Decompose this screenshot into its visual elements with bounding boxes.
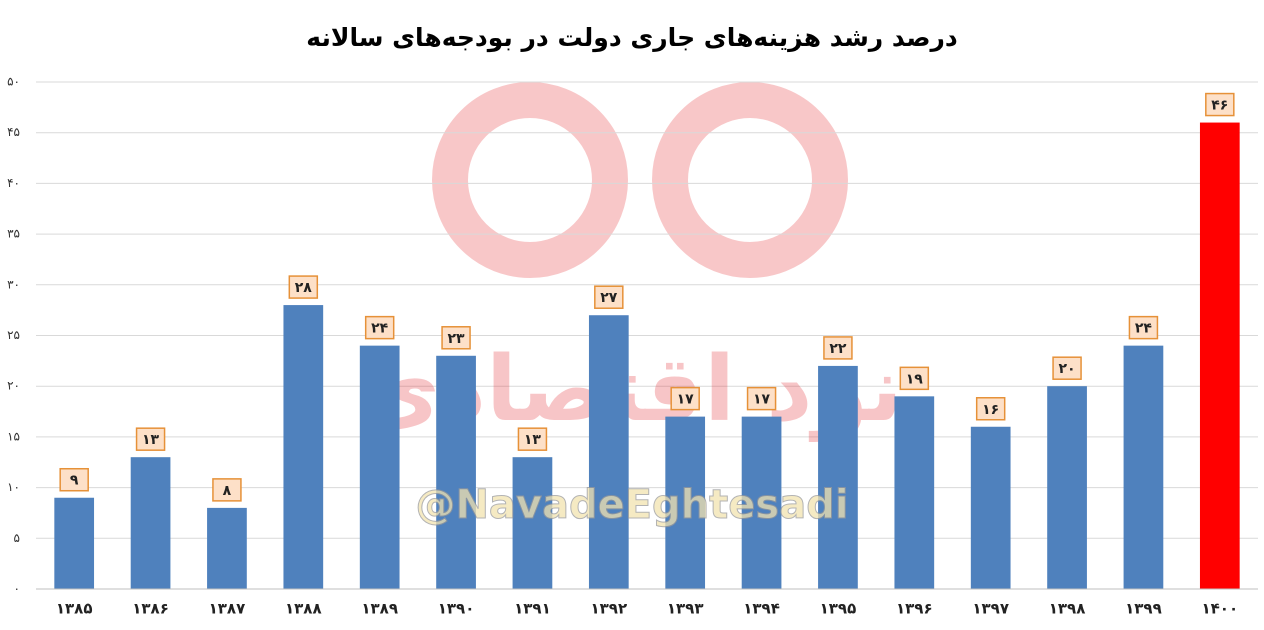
y-tick-label: ۴۰ [7,176,20,190]
value-label: ۱۹ [906,371,924,387]
watermark-logo [432,82,848,278]
x-tick-label: ۱۳۹۱ [514,600,551,618]
x-tick-label: ۱۳۹۷ [972,600,1009,618]
y-tick-label: ۰ [14,582,20,596]
value-label-box [594,285,624,309]
value-label: ۲۲ [829,341,847,357]
x-tick-label: ۱۳۸۶ [132,600,169,618]
x-tick-label: ۱۳۸۵ [56,600,93,618]
bar [1199,122,1240,589]
value-label: ۲۰ [1059,361,1076,377]
x-tick-label: ۱۳۸۹ [361,600,398,618]
value-label-box [1128,315,1159,340]
value-label-box [1205,92,1235,117]
bar [436,355,476,589]
value-label-box [1052,356,1082,380]
value-label-box [670,386,700,411]
bar [207,507,247,589]
x-tick-label: ۱۳۸۸ [285,600,322,618]
logo-shape [432,82,628,278]
bar [588,315,629,589]
y-tick-label: ۱۰ [7,480,20,494]
value-label-box [441,326,471,350]
bar [130,457,171,589]
x-tick-label: ۱۳۹۹ [1125,600,1162,618]
value-label-box [517,427,548,451]
bar [283,305,324,589]
x-tick-label: ۱۳۹۳ [667,600,704,618]
value-label: ۹ [70,473,79,489]
value-label: ۱۶ [982,402,999,418]
value-label-box [364,315,395,340]
y-tick-label: ۳۰ [7,277,20,291]
value-label-box [135,427,166,451]
value-label: ۲۸ [295,280,313,296]
value-label-box [288,275,319,299]
x-tick-label: ۱۳۹۵ [820,600,857,618]
y-tick-label: ۲۰ [7,379,20,393]
value-label: ۱۷ [753,392,771,408]
y-tick-label: ۲۵ [7,328,20,342]
value-label: ۲۴ [371,321,389,337]
value-label-box [59,467,89,492]
value-label: ۲۴ [1135,321,1153,337]
bar [894,396,935,589]
y-tick-label: ۵ [14,531,20,545]
value-label-box [975,397,1006,421]
value-label: ۱۷ [677,392,695,408]
bar [665,416,706,589]
x-tick-label: ۱۳۸۷ [209,600,246,618]
bar [741,416,782,589]
value-label-box [823,336,853,360]
bar [818,365,858,589]
bar [1047,386,1087,589]
value-label: ۱۳ [142,432,160,448]
value-label: ۸ [223,483,232,499]
value-label-box [746,386,777,411]
y-tick-label: ۱۵ [7,429,20,443]
x-tick-label: ۱۴۰۰ [1202,600,1239,618]
y-tick-label: ۵۰ [7,75,20,89]
bar [359,345,400,589]
bar [512,457,553,589]
value-label: ۲۷ [600,290,618,306]
watermark: @NavadeEghtesadi [415,482,848,528]
x-tick-label: ۱۳۹۰ [438,600,475,618]
value-label: ۲۳ [448,331,466,347]
value-label: ۱۳ [524,432,542,448]
value-label: ۴۶ [1211,98,1228,114]
bar [970,426,1011,589]
logo-shape [652,82,848,278]
x-tick-label: ۱۳۹۸ [1049,600,1086,618]
x-tick-label: ۱۳۹۶ [896,600,933,618]
value-label-box [899,366,930,391]
bar [1123,345,1164,589]
y-tick-label: ۳۵ [7,227,20,241]
chart-title: درصد رشد هزینه‌های جاری دولت در بودجه‌ها… [306,23,958,53]
x-tick-label: ۱۳۹۴ [743,600,780,618]
x-tick-label: ۱۳۹۲ [591,600,628,618]
value-label-box [212,478,242,502]
y-tick-label: ۴۵ [7,125,20,139]
bar [54,497,95,589]
